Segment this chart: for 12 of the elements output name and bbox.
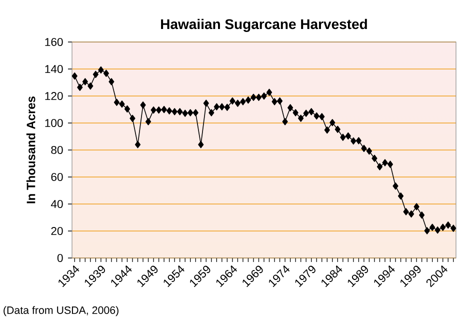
chart-title: Hawaiian Sugarcane Harvested (161, 18, 367, 32)
y-tick-label: 0 (57, 254, 63, 262)
y-tick-label: 80 (51, 146, 63, 154)
y-tick-label: 120 (45, 92, 63, 100)
y-tick-label: 100 (45, 119, 63, 128)
y-tick-label: 160 (45, 38, 63, 46)
text: (Data from USDA, 2006) (4, 306, 118, 316)
y-tick-label: 20 (51, 227, 63, 236)
y-tick-label: 60 (51, 173, 63, 182)
y-axis-title: In Thousand Acres (26, 96, 36, 204)
y-tick-label: 140 (45, 65, 63, 74)
y-tick-label: 40 (50, 200, 63, 208)
